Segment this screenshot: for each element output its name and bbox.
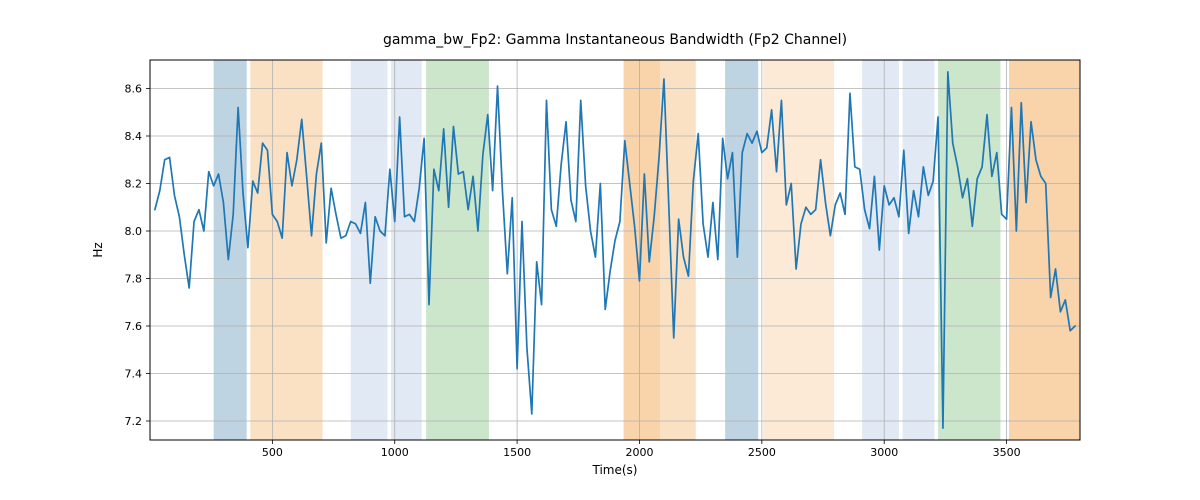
ylabel: Hz	[91, 242, 105, 257]
chart-container: 500 1000 1500 2000 2500 3000 3500 7.2 7.4 7.6 7.8 8…	[0, 0, 1200, 500]
xtick-label: 3500	[993, 446, 1021, 459]
shaded-band	[624, 60, 661, 440]
xtick-label: 500	[262, 446, 283, 459]
xtick-label: 2000	[625, 446, 653, 459]
xlabel: Time(s)	[592, 463, 638, 477]
ytick-label: 8.6	[125, 83, 143, 96]
shaded-band	[426, 60, 489, 440]
ytick-label: 8.0	[125, 225, 143, 238]
xtick-label: 2500	[748, 446, 776, 459]
line-chart: 500 1000 1500 2000 2500 3000 3500 7.2 7.4 7.6 7.8 8…	[0, 0, 1200, 500]
xtick-label: 1000	[381, 446, 409, 459]
ytick-label: 7.4	[125, 368, 143, 381]
shaded-band	[862, 60, 899, 440]
shaded-band	[903, 60, 935, 440]
shaded-band	[391, 60, 422, 440]
xtick-label: 3000	[870, 446, 898, 459]
ytick-label: 8.2	[125, 178, 143, 191]
ytick-label: 7.6	[125, 320, 143, 333]
chart-title: gamma_bw_Fp2: Gamma Instantaneous Bandwi…	[383, 32, 847, 48]
shaded-band	[725, 60, 758, 440]
ytick-label: 8.4	[125, 130, 143, 143]
xtick-label: 1500	[503, 446, 531, 459]
shaded-band	[250, 60, 322, 440]
shaded-band	[1009, 60, 1080, 440]
ytick-label: 7.2	[125, 415, 143, 428]
ytick-label: 7.8	[125, 273, 143, 286]
